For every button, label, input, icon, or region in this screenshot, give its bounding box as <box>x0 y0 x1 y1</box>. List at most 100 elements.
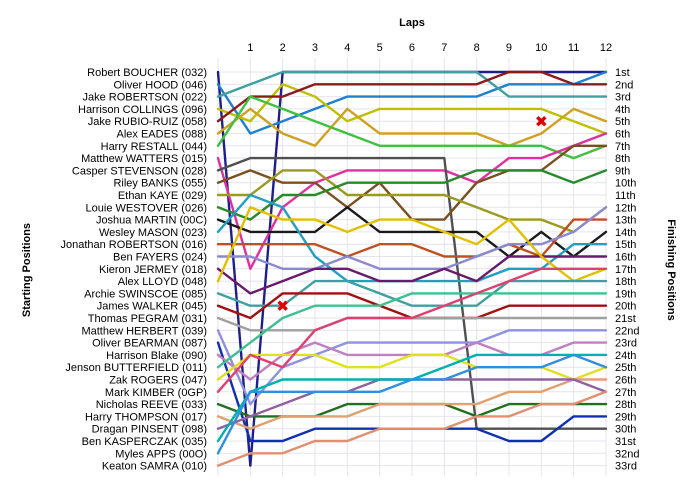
retire-marks <box>277 115 547 311</box>
series-line <box>216 169 608 234</box>
start-position-label: Ben FAYERS (024) <box>113 252 207 264</box>
x-tick-label: 11 <box>568 42 579 54</box>
start-position-label: Casper STEVENSON (028) <box>72 165 207 177</box>
start-position-label: Jake ROBERTSON (022) <box>82 92 207 104</box>
finish-position-label: 8th <box>615 153 630 165</box>
start-position-label: Matthew HERBERT (039) <box>81 325 207 337</box>
finish-position-label: 24th <box>615 350 636 362</box>
start-position-label: Nicholas REEVE (033) <box>96 399 207 411</box>
x-tick-label: 7 <box>441 42 447 54</box>
series-line <box>216 70 608 98</box>
retirement-marker <box>277 300 288 311</box>
finish-position-label: 15th <box>615 239 636 251</box>
start-position-label: Harry RESTALL (044) <box>101 141 207 153</box>
series-line <box>216 267 608 393</box>
retirement-marker <box>536 115 547 127</box>
start-position-label: Thomas PEGRAM (031) <box>88 313 207 325</box>
finish-position-label: 25th <box>615 362 636 374</box>
x-tick-label: 4 <box>344 42 350 54</box>
start-position-label: Oliver HOOD (046) <box>113 79 207 91</box>
finish-position-label: 28th <box>615 399 636 411</box>
x-axis-title: Laps <box>399 17 425 29</box>
start-position-label: Riley BANKS (055) <box>113 178 207 190</box>
series-line <box>216 83 608 135</box>
series-line <box>216 156 608 430</box>
finish-labels: 1st2nd3rd4th5th6th7th8th9th10th11th12th1… <box>615 67 639 473</box>
finish-position-label: 27th <box>615 387 636 399</box>
finish-position-label: 3rd <box>615 92 631 104</box>
finish-position-label: 9th <box>615 165 630 177</box>
start-labels: Robert BOUCHER (032)Oliver HOOD (046)Jak… <box>60 67 207 473</box>
finish-position-label: 30th <box>615 424 636 436</box>
start-position-label: James WALKER (045) <box>97 301 207 313</box>
y-axis-title-right: Finishing Positions <box>665 219 677 320</box>
series-line <box>216 206 608 270</box>
finish-position-label: 33rd <box>615 461 637 473</box>
finish-position-label: 23rd <box>615 338 637 350</box>
series-line <box>216 70 608 123</box>
finish-position-label: 22nd <box>615 325 639 337</box>
finish-position-label: 26th <box>615 375 636 387</box>
finish-position-label: 29th <box>615 411 636 423</box>
finish-position-label: 10th <box>615 178 636 190</box>
start-position-label: Wesley MASON (023) <box>99 227 207 239</box>
finish-position-label: 11th <box>615 190 636 202</box>
start-position-label: Dragan PINSENT (098) <box>92 424 207 436</box>
finish-position-label: 19th <box>615 288 636 300</box>
finish-position-label: 7th <box>615 141 630 153</box>
start-position-label: Joshua MARTIN (00C) <box>96 215 207 227</box>
x-tick-label: 5 <box>377 42 383 54</box>
finish-position-label: 2nd <box>615 79 633 91</box>
series-line <box>216 206 608 258</box>
start-position-label: Myles APPS (00O) <box>115 448 207 460</box>
start-position-label: Matthew WATTERS (015) <box>81 153 207 165</box>
x-tick-label: 3 <box>312 42 318 54</box>
finish-position-label: 13th <box>615 215 636 227</box>
start-position-label: Archie SWINSCOE (085) <box>84 288 207 300</box>
x-ticks: 1 2 3 4 5 6 7 8 9 10 11 12 <box>247 42 612 54</box>
x-tick-label: 1 <box>247 42 253 54</box>
start-position-label: Zak ROGERS (047) <box>109 375 207 387</box>
x-tick-label: 8 <box>474 42 480 54</box>
finish-position-label: 5th <box>615 116 630 128</box>
start-position-label: Ben KASPERCZAK (035) <box>82 436 207 448</box>
finish-position-label: 12th <box>615 202 636 214</box>
series-line <box>216 353 608 455</box>
start-position-label: Alex LLOYD (048) <box>118 276 207 288</box>
x-tick-label: 12 <box>600 42 612 54</box>
finish-position-label: 1st <box>615 67 630 79</box>
start-position-label: Robert BOUCHER (032) <box>87 67 207 79</box>
x-tick-label: 6 <box>409 42 415 54</box>
series-line <box>216 206 608 283</box>
start-position-label: Harrison COLLINGS (096) <box>78 104 207 116</box>
start-position-label: Kieron JERMEY (018) <box>99 264 207 276</box>
finish-position-label: 32nd <box>615 448 639 460</box>
start-position-label: Oliver BEARMAN (087) <box>92 338 207 350</box>
finish-position-label: 31st <box>615 436 636 448</box>
series-line <box>216 390 608 467</box>
finish-position-label: 21st <box>615 313 636 325</box>
x-tick-label: 9 <box>506 42 512 54</box>
series-line <box>216 70 608 135</box>
x-tick-label: 2 <box>280 42 286 54</box>
finish-position-label: 16th <box>615 252 636 264</box>
series-line <box>216 378 608 430</box>
series-line <box>216 95 608 160</box>
x-tick-label: 10 <box>535 42 547 54</box>
series-lines <box>216 70 608 467</box>
start-position-label: Jake RUBIO-RUIZ (058) <box>88 116 207 128</box>
finish-position-label: 14th <box>615 227 636 239</box>
start-position-label: Keaton SAMRA (010) <box>102 461 207 473</box>
finish-position-label: 4th <box>615 104 630 116</box>
series-line <box>216 292 608 369</box>
finish-position-label: 18th <box>615 276 636 288</box>
start-position-label: Harry THOMPSON (017) <box>85 411 207 423</box>
start-position-label: Louie WESTOVER (026) <box>86 202 207 214</box>
start-position-label: Ethan KAYE (029) <box>118 190 207 202</box>
start-position-label: Harrison Blake (090) <box>106 350 207 362</box>
finish-position-label: 6th <box>615 129 630 141</box>
start-position-label: Mark KIMBER (0GP) <box>105 387 207 399</box>
start-position-label: Jonathan ROBERTSON (016) <box>60 239 207 251</box>
y-axis-title-left: Starting Positions <box>21 223 33 317</box>
